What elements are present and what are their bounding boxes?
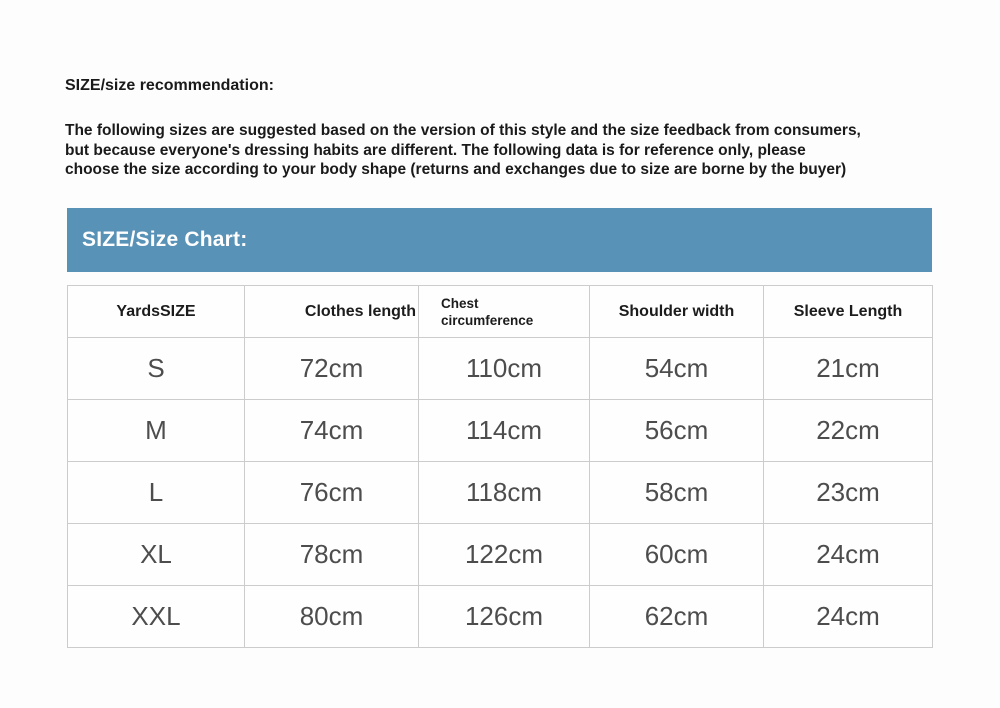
size-recommendation-heading: SIZE/size recommendation: <box>65 77 274 94</box>
size-recommendation-paragraph: The following sizes are suggested based … <box>65 121 861 180</box>
table-row-l: L 76cm 118cm 58cm 23cm <box>67 461 933 524</box>
paragraph-line: but because everyone's dressing habits a… <box>65 141 806 159</box>
col-header-clothes-length: Clothes length <box>244 285 419 338</box>
chest-circumference-value: 114cm <box>418 399 590 462</box>
table-header-row: YardsSIZE Clothes length Chest circumfer… <box>67 285 933 338</box>
size-label: XXL <box>67 585 245 648</box>
col-header-sleeve-length: Sleeve Length <box>763 285 933 338</box>
sleeve-length-value: 24cm <box>763 523 933 586</box>
chest-circumference-value: 110cm <box>418 337 590 400</box>
chest-circumference-value: 118cm <box>418 461 590 524</box>
shoulder-width-value: 54cm <box>589 337 764 400</box>
size-chart-table: YardsSIZE Clothes length Chest circumfer… <box>67 285 933 648</box>
col-header-chest-circumference: Chest circumference <box>418 285 590 338</box>
shoulder-width-value: 60cm <box>589 523 764 586</box>
sleeve-length-value: 21cm <box>763 337 933 400</box>
col-header-yards-size: YardsSIZE <box>67 285 245 338</box>
shoulder-width-value: 58cm <box>589 461 764 524</box>
paragraph-line: choose the size according to your body s… <box>65 161 847 178</box>
col-header-shoulder-width: Shoulder width <box>589 285 764 338</box>
chest-circumference-value: 126cm <box>418 585 590 648</box>
clothes-length-value: 80cm <box>244 585 419 648</box>
sleeve-length-value: 22cm <box>763 399 933 462</box>
col-header-chest-label: Chest circumference <box>441 295 534 328</box>
shoulder-width-value: 62cm <box>589 585 764 648</box>
table-row-xxl: XXL 80cm 126cm 62cm 24cm <box>67 585 933 648</box>
size-label: M <box>67 399 245 462</box>
sleeve-length-value: 24cm <box>763 585 933 648</box>
clothes-length-value: 78cm <box>244 523 419 586</box>
size-label: XL <box>67 523 245 586</box>
size-chart-title-bar: SIZE/Size Chart: <box>67 208 932 272</box>
size-label: L <box>67 461 245 524</box>
table-row-xl: XL 78cm 122cm 60cm 24cm <box>67 523 933 586</box>
size-chart-title: SIZE/Size Chart: <box>82 228 248 251</box>
table-row-m: M 74cm 114cm 56cm 22cm <box>67 399 933 462</box>
clothes-length-value: 72cm <box>244 337 419 400</box>
chest-circumference-value: 122cm <box>418 523 590 586</box>
paragraph-line: The following sizes are suggested based … <box>65 122 861 139</box>
size-label: S <box>67 337 245 400</box>
shoulder-width-value: 56cm <box>589 399 764 462</box>
clothes-length-value: 76cm <box>244 461 419 524</box>
clothes-length-value: 74cm <box>244 399 419 462</box>
sleeve-length-value: 23cm <box>763 461 933 524</box>
table-row-s: S 72cm 110cm 54cm 21cm <box>67 337 933 400</box>
